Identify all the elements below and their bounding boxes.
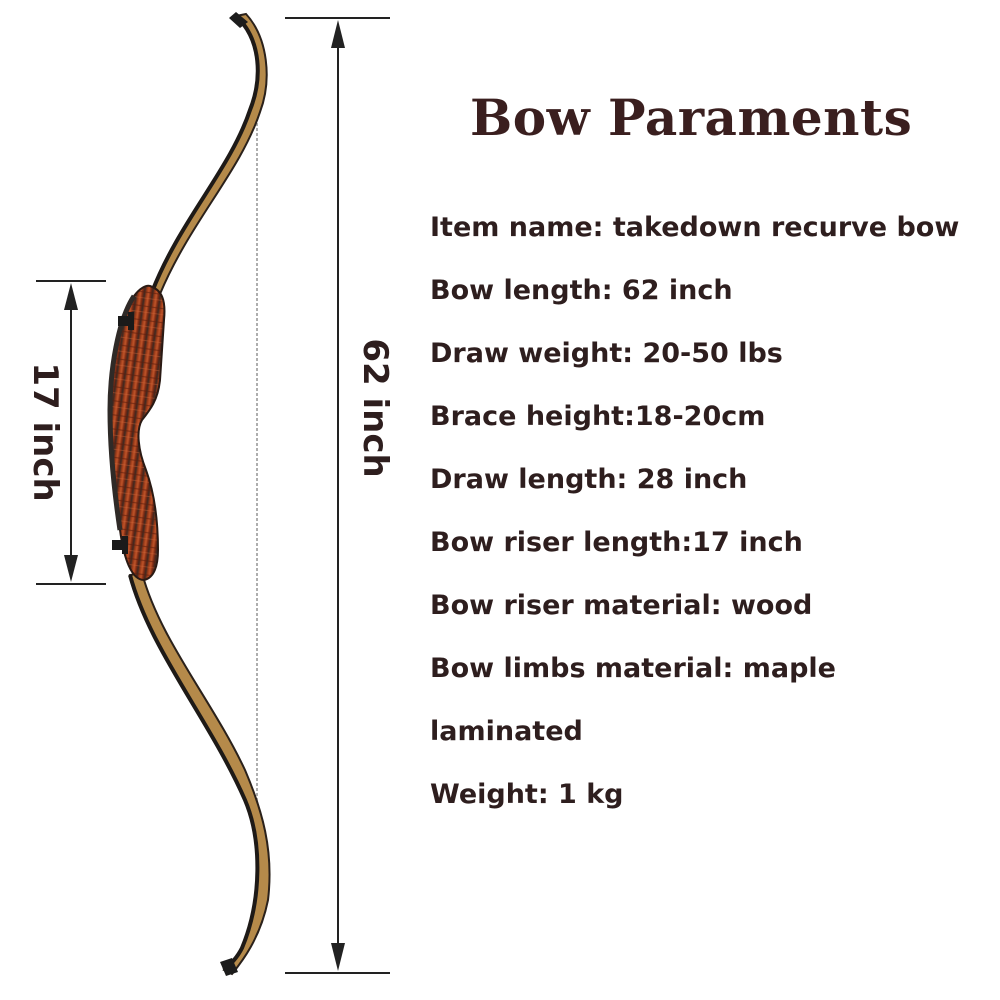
spec-riser-material: Bow riser material: wood bbox=[430, 590, 813, 621]
spec-weight: Weight: 1 kg bbox=[430, 779, 624, 810]
riser-length-label: 17 inch bbox=[25, 362, 65, 502]
bow-length-label: 62 inch bbox=[355, 338, 395, 478]
spec-list: Item name: takedown recurve bow Bow leng… bbox=[430, 196, 959, 826]
spec-draw-weight: Draw weight: 20-50 lbs bbox=[430, 338, 783, 369]
spec-bow-length: Bow length: 62 inch bbox=[430, 275, 733, 306]
spec-riser-length: Bow riser length:17 inch bbox=[430, 527, 803, 558]
lower-limb-tip bbox=[220, 958, 238, 976]
dim-62-arrow-up bbox=[331, 20, 345, 48]
dim-17-arrow-up bbox=[64, 283, 78, 310]
spec-limbs-material-cont: laminated bbox=[430, 716, 583, 747]
spec-limbs-material: Bow limbs material: maple bbox=[430, 653, 836, 684]
lower-bushing bbox=[112, 536, 128, 554]
dim-62-arrow-down bbox=[331, 943, 345, 971]
dim-17-arrow-down bbox=[64, 555, 78, 582]
page-title: Bow Paraments bbox=[470, 88, 913, 147]
upper-limb-tip bbox=[229, 12, 248, 28]
upper-bushing bbox=[118, 312, 134, 330]
spec-brace-height: Brace height:18-20cm bbox=[430, 401, 766, 432]
spec-item-name: Item name: takedown recurve bow bbox=[430, 212, 960, 243]
spec-draw-length: Draw length: 28 inch bbox=[430, 464, 748, 495]
